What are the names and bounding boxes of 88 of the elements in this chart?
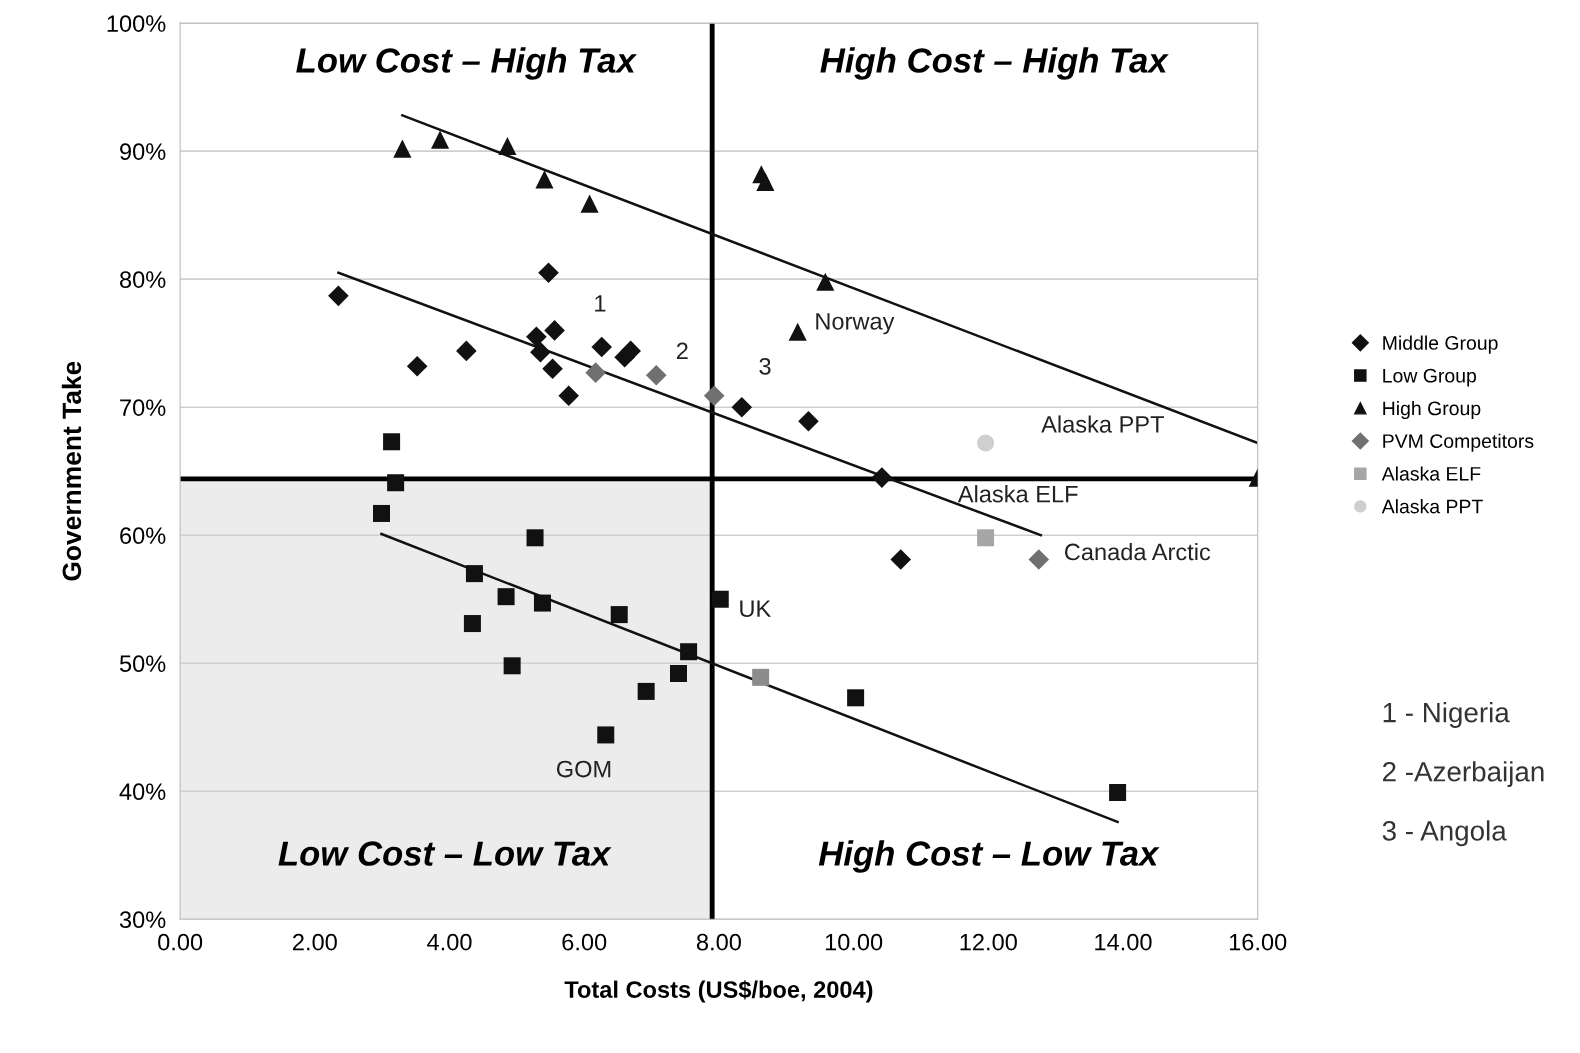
point — [756, 172, 775, 191]
x-tick-label: 14.00 — [1095, 933, 1152, 951]
point — [544, 320, 565, 341]
y-axis-title: Government Take — [61, 361, 82, 581]
y-tick-label: 30% — [119, 911, 166, 929]
point — [680, 643, 698, 661]
annotation: Norway — [816, 313, 895, 335]
point — [752, 668, 770, 686]
point — [526, 529, 544, 547]
point — [580, 194, 599, 213]
annotation: 2 — [676, 342, 688, 360]
point — [597, 726, 615, 744]
annotation: GOM — [556, 760, 611, 778]
y-tick-label: 50% — [119, 655, 166, 673]
point — [526, 326, 547, 348]
point — [711, 590, 729, 608]
y-tick-label: 70% — [120, 399, 166, 416]
point — [530, 341, 551, 363]
point — [645, 364, 667, 386]
point — [703, 385, 725, 406]
point — [585, 362, 606, 383]
legend-label: Alaska PPT — [1381, 499, 1483, 514]
annotation: Low Cost – Low Tax — [278, 841, 612, 866]
y-tick-label: 60% — [120, 527, 166, 545]
point — [977, 434, 995, 452]
x-tick-label: 10.00 — [825, 933, 883, 951]
point — [1109, 784, 1127, 802]
x-tick-label: 6.00 — [562, 933, 607, 951]
point — [387, 474, 405, 492]
point — [372, 504, 390, 522]
annotation: Canada Arctic — [1065, 542, 1211, 561]
y-tick-label: 80% — [120, 271, 166, 288]
point — [558, 385, 580, 406]
point — [847, 689, 865, 707]
y-tick-label: 100% — [107, 15, 166, 32]
text: 1 - Nigeria — [1383, 702, 1510, 728]
point — [393, 139, 412, 158]
annotation: Alaska ELF — [957, 485, 1078, 503]
annotation: Alaska PPT — [1041, 415, 1164, 433]
point — [465, 565, 483, 583]
annotation: High Cost – Low Tax — [818, 840, 1160, 873]
point — [977, 529, 995, 547]
annotation: High Cost – High Tax — [820, 47, 1169, 80]
text: 2 -Azerbaijan — [1383, 761, 1544, 788]
y-tick-label: 90% — [120, 143, 166, 160]
point — [538, 262, 559, 284]
point — [890, 549, 912, 570]
point — [614, 346, 635, 368]
x-axis-title: Total Costs (US$/boe, 2004) — [564, 980, 873, 1003]
point — [871, 467, 893, 488]
point — [798, 410, 819, 432]
annotation: Low Cost – High Tax — [296, 47, 637, 80]
y-tick-label: 40% — [119, 783, 166, 801]
point — [498, 137, 517, 156]
x-tick-label: 4.00 — [427, 933, 472, 951]
annotation: UK — [740, 600, 771, 617]
point — [497, 588, 515, 606]
legend-label: Middle Group — [1383, 335, 1498, 354]
x-tick-label: 16.00 — [1229, 933, 1287, 951]
legend-label: Alaska ELF — [1381, 466, 1481, 481]
point — [431, 130, 450, 149]
point — [533, 594, 551, 612]
point — [406, 355, 428, 377]
x-tick-label: 2.00 — [293, 933, 337, 951]
point — [1028, 549, 1050, 570]
point — [535, 170, 554, 189]
annotation: 3 — [759, 357, 771, 375]
legend-label: PVM Competitors — [1383, 433, 1534, 452]
legend-label: Low Group — [1383, 368, 1477, 387]
point — [456, 340, 477, 362]
legend-label: High Group — [1383, 400, 1481, 420]
point — [383, 433, 401, 451]
point — [542, 358, 563, 380]
point — [637, 682, 655, 700]
point — [463, 615, 481, 633]
point — [669, 664, 687, 682]
point — [610, 606, 628, 624]
point — [503, 657, 521, 675]
x-tick-label: 0.00 — [158, 933, 203, 951]
text: 3 - Angola — [1382, 820, 1507, 847]
point — [731, 396, 753, 418]
point — [591, 336, 613, 358]
point — [328, 285, 349, 307]
point — [816, 272, 835, 291]
point — [788, 322, 807, 341]
x-tick-label: 12.00 — [960, 933, 1017, 951]
x-tick-label: 8.00 — [696, 933, 741, 951]
annotation: 1 — [595, 295, 606, 312]
